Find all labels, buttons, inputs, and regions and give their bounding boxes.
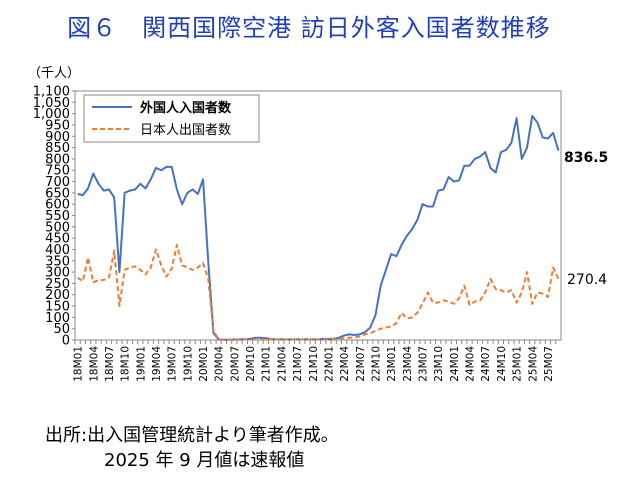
x-tick-label: 19M07	[167, 346, 179, 382]
y-tick-label: 200	[45, 288, 70, 303]
y-tick-label: 650	[45, 186, 70, 201]
y-tick-label: 400	[45, 243, 70, 258]
y-tick-label: 950	[45, 118, 70, 133]
x-tick-label: 23M07	[418, 346, 430, 382]
series-group	[77, 114, 560, 341]
source-note-preliminary: 2025 年 9 月値は速報値	[104, 450, 305, 471]
y-tick-label: 600	[45, 198, 70, 213]
y-tick-label: 0	[62, 334, 70, 349]
y-tick-label: 50	[53, 322, 70, 337]
x-tick-label: 23M10	[433, 346, 445, 382]
x-tick-label: 25M07	[543, 346, 555, 382]
x-tick-label: 18M01	[73, 346, 85, 382]
y-tick-label: 150	[45, 300, 70, 315]
x-tick-label: 22M07	[355, 346, 367, 382]
y-tick-label: 1,000	[33, 107, 70, 122]
x-tick-label: 24M07	[480, 346, 492, 382]
x-tick-label: 20M10	[245, 346, 257, 382]
x-tick-label: 18M07	[104, 346, 116, 382]
x-tick-label: 25M04	[527, 346, 539, 382]
y-tick-label: 850	[45, 141, 70, 156]
legend-box	[83, 94, 260, 143]
series-line-foreign	[77, 114, 560, 341]
y-tick-label: 800	[45, 152, 70, 167]
x-tick-label: 22M01	[323, 346, 335, 382]
x-tick-label: 22M10	[370, 346, 382, 382]
x-axis: 18M01 18M04 18M07 18M10 19M01 19M04 19M07 19M10…	[73, 340, 557, 382]
x-tick-label: 23M04	[402, 346, 414, 382]
series-line-japanese	[77, 243, 560, 341]
x-tick-label: 20M04	[214, 346, 226, 382]
x-tick-label: 19M01	[135, 346, 147, 382]
y-tick-label: 750	[45, 164, 70, 179]
y-tick-label: 1,100	[33, 85, 70, 100]
legend-label-japanese: 日本人出国者数	[140, 123, 231, 138]
x-tick-label: 21M04	[276, 346, 288, 382]
y-tick-label: 550	[45, 209, 70, 224]
y-tick-label: 300	[45, 266, 70, 281]
x-tick-label: 23M01	[386, 346, 398, 382]
x-tick-label: 20M01	[198, 346, 210, 382]
x-tick-label: 24M10	[496, 346, 508, 382]
x-tick-label: 24M01	[449, 346, 461, 382]
x-tick-label: 22M04	[339, 346, 351, 382]
y-tick-label: 100	[45, 311, 70, 326]
y-tick-label: 500	[45, 220, 70, 235]
end-label-japanese: 270.4	[567, 272, 607, 288]
x-tick-label: 18M04	[88, 346, 100, 382]
source-note: 出所:出入国管理統計より筆者作成。	[45, 425, 339, 446]
y-tick-label: 350	[45, 254, 70, 269]
y-axis: 0501001502002503003504004505005506006507…	[33, 85, 75, 349]
x-tick-label: 21M07	[292, 346, 304, 382]
x-tick-label: 20M07	[229, 346, 241, 382]
y-tick-label: 450	[45, 232, 70, 247]
chart-title: 図６ 関西国際空港 訪日外客入国者数推移	[67, 14, 551, 42]
x-tick-label: 18M10	[120, 346, 132, 382]
end-label-foreign: 836.5	[564, 150, 608, 166]
x-tick-label: 25M01	[512, 346, 524, 382]
y-tick-label: 1,050	[33, 96, 70, 111]
y-tick-label: 900	[45, 130, 70, 145]
y-tick-label: 700	[45, 175, 70, 190]
y-unit-label: （千人）	[28, 66, 80, 81]
y-tick-label: 250	[45, 277, 70, 292]
x-tick-label: 19M04	[151, 346, 163, 382]
x-tick-label: 21M01	[261, 346, 273, 382]
x-tick-label: 24M04	[465, 346, 477, 382]
x-tick-label: 19M10	[182, 346, 194, 382]
x-tick-label: 21M10	[308, 346, 320, 382]
legend-label-foreign: 外国人入国者数	[139, 100, 232, 116]
legend: 外国人入国者数 日本人出国者数	[83, 94, 260, 143]
